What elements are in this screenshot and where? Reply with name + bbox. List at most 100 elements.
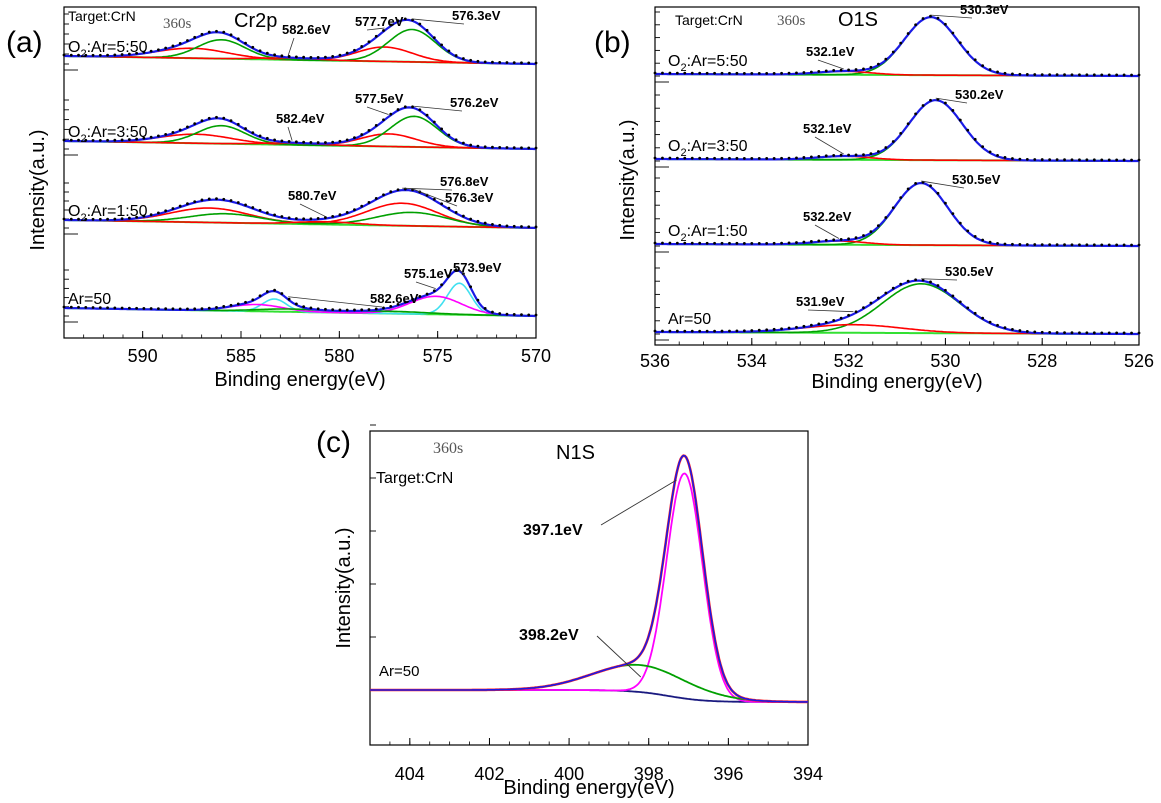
data-point	[1040, 73, 1044, 76]
data-point	[476, 219, 480, 223]
peak-label-arrow	[415, 281, 436, 290]
data-point	[382, 193, 385, 197]
data-point	[171, 307, 175, 311]
data-point	[944, 201, 947, 205]
data-point	[944, 288, 947, 292]
envelope-line	[370, 454, 808, 703]
data-point	[258, 208, 262, 212]
peak-label: 397.1eV	[523, 522, 583, 539]
data-point	[91, 217, 95, 221]
x-tick-label: 575	[423, 346, 453, 366]
data-point	[476, 298, 480, 302]
data-point	[469, 58, 473, 62]
data-point	[1070, 73, 1074, 77]
data-point	[425, 28, 429, 32]
data-point	[966, 50, 970, 54]
data-point	[1003, 71, 1007, 75]
data-point	[389, 23, 393, 27]
peak-label-arrow	[600, 479, 677, 526]
sample-label: O2:Ar=3:50	[68, 124, 148, 145]
data-point	[273, 213, 276, 217]
data-point	[84, 53, 88, 57]
data-point	[418, 295, 422, 298]
data-point	[1055, 158, 1059, 162]
data-point	[951, 109, 955, 112]
data-point	[251, 206, 255, 209]
data-point	[265, 290, 269, 293]
data-point	[229, 303, 233, 307]
data-point	[367, 200, 371, 204]
data-point	[653, 241, 657, 245]
data-point	[720, 71, 724, 75]
data-point	[186, 125, 189, 129]
data-point	[966, 229, 970, 233]
data-point	[929, 184, 932, 188]
sample-label-main: O	[668, 138, 680, 155]
data-point	[1033, 243, 1037, 246]
data-point	[258, 294, 262, 298]
data-point	[787, 326, 791, 330]
data-point	[772, 71, 776, 75]
data-point	[345, 308, 349, 312]
peak-label-arrow	[807, 309, 854, 313]
data-point	[411, 297, 414, 301]
data-point	[498, 145, 502, 149]
data-point	[981, 316, 985, 320]
data-point	[186, 39, 189, 42]
data-point	[1107, 158, 1111, 162]
peak-label: 582.6eV	[370, 291, 419, 306]
data-point	[988, 240, 992, 244]
data-point	[996, 323, 999, 327]
envelope-line	[655, 181, 1139, 248]
sample-label: Ar=50	[68, 291, 111, 308]
data-point	[757, 157, 761, 160]
spectrum: O2:Ar=3:50 532.1eV 530.2eV	[653, 87, 1141, 168]
data-point	[780, 71, 783, 75]
peak-label-arrow	[287, 126, 293, 141]
data-point	[1122, 243, 1126, 247]
peak-label: 530.5eV	[945, 264, 994, 279]
data-point	[222, 305, 226, 308]
data-point	[809, 323, 813, 327]
data-point	[367, 40, 371, 44]
data-point	[1003, 326, 1007, 330]
data-point	[817, 154, 821, 158]
data-point	[690, 329, 694, 333]
data-point	[824, 69, 828, 73]
data-point	[207, 116, 211, 120]
data-point	[69, 138, 73, 142]
data-point	[1078, 73, 1081, 77]
data-point	[207, 197, 211, 201]
data-point	[862, 67, 865, 71]
data-point	[461, 214, 465, 218]
peak-label: 530.2eV	[955, 87, 1004, 102]
sample-label-main: O	[68, 124, 80, 141]
data-point	[720, 329, 724, 333]
sample-label-rest: :Ar=1:50	[687, 223, 748, 240]
data-point	[440, 283, 443, 287]
data-point	[98, 306, 102, 310]
data-point	[287, 140, 291, 143]
data-point	[135, 306, 139, 310]
data-point	[396, 108, 400, 111]
data-point	[1011, 72, 1014, 76]
sample-label: O2:Ar=1:50	[668, 223, 748, 244]
data-point	[1122, 331, 1126, 335]
data-point	[742, 329, 746, 333]
data-point	[1040, 330, 1044, 334]
data-point	[839, 237, 843, 241]
data-point	[469, 143, 473, 147]
data-point	[403, 17, 407, 21]
data-point	[149, 307, 153, 310]
data-point	[338, 213, 342, 217]
data-point	[164, 307, 168, 311]
data-point	[200, 119, 204, 123]
envelope-line	[64, 269, 536, 318]
data-point	[914, 278, 918, 282]
data-point	[316, 216, 320, 220]
data-point	[713, 156, 716, 160]
data-point	[765, 72, 769, 75]
data-point	[973, 58, 977, 62]
data-point	[200, 307, 204, 310]
data-point	[476, 144, 480, 148]
